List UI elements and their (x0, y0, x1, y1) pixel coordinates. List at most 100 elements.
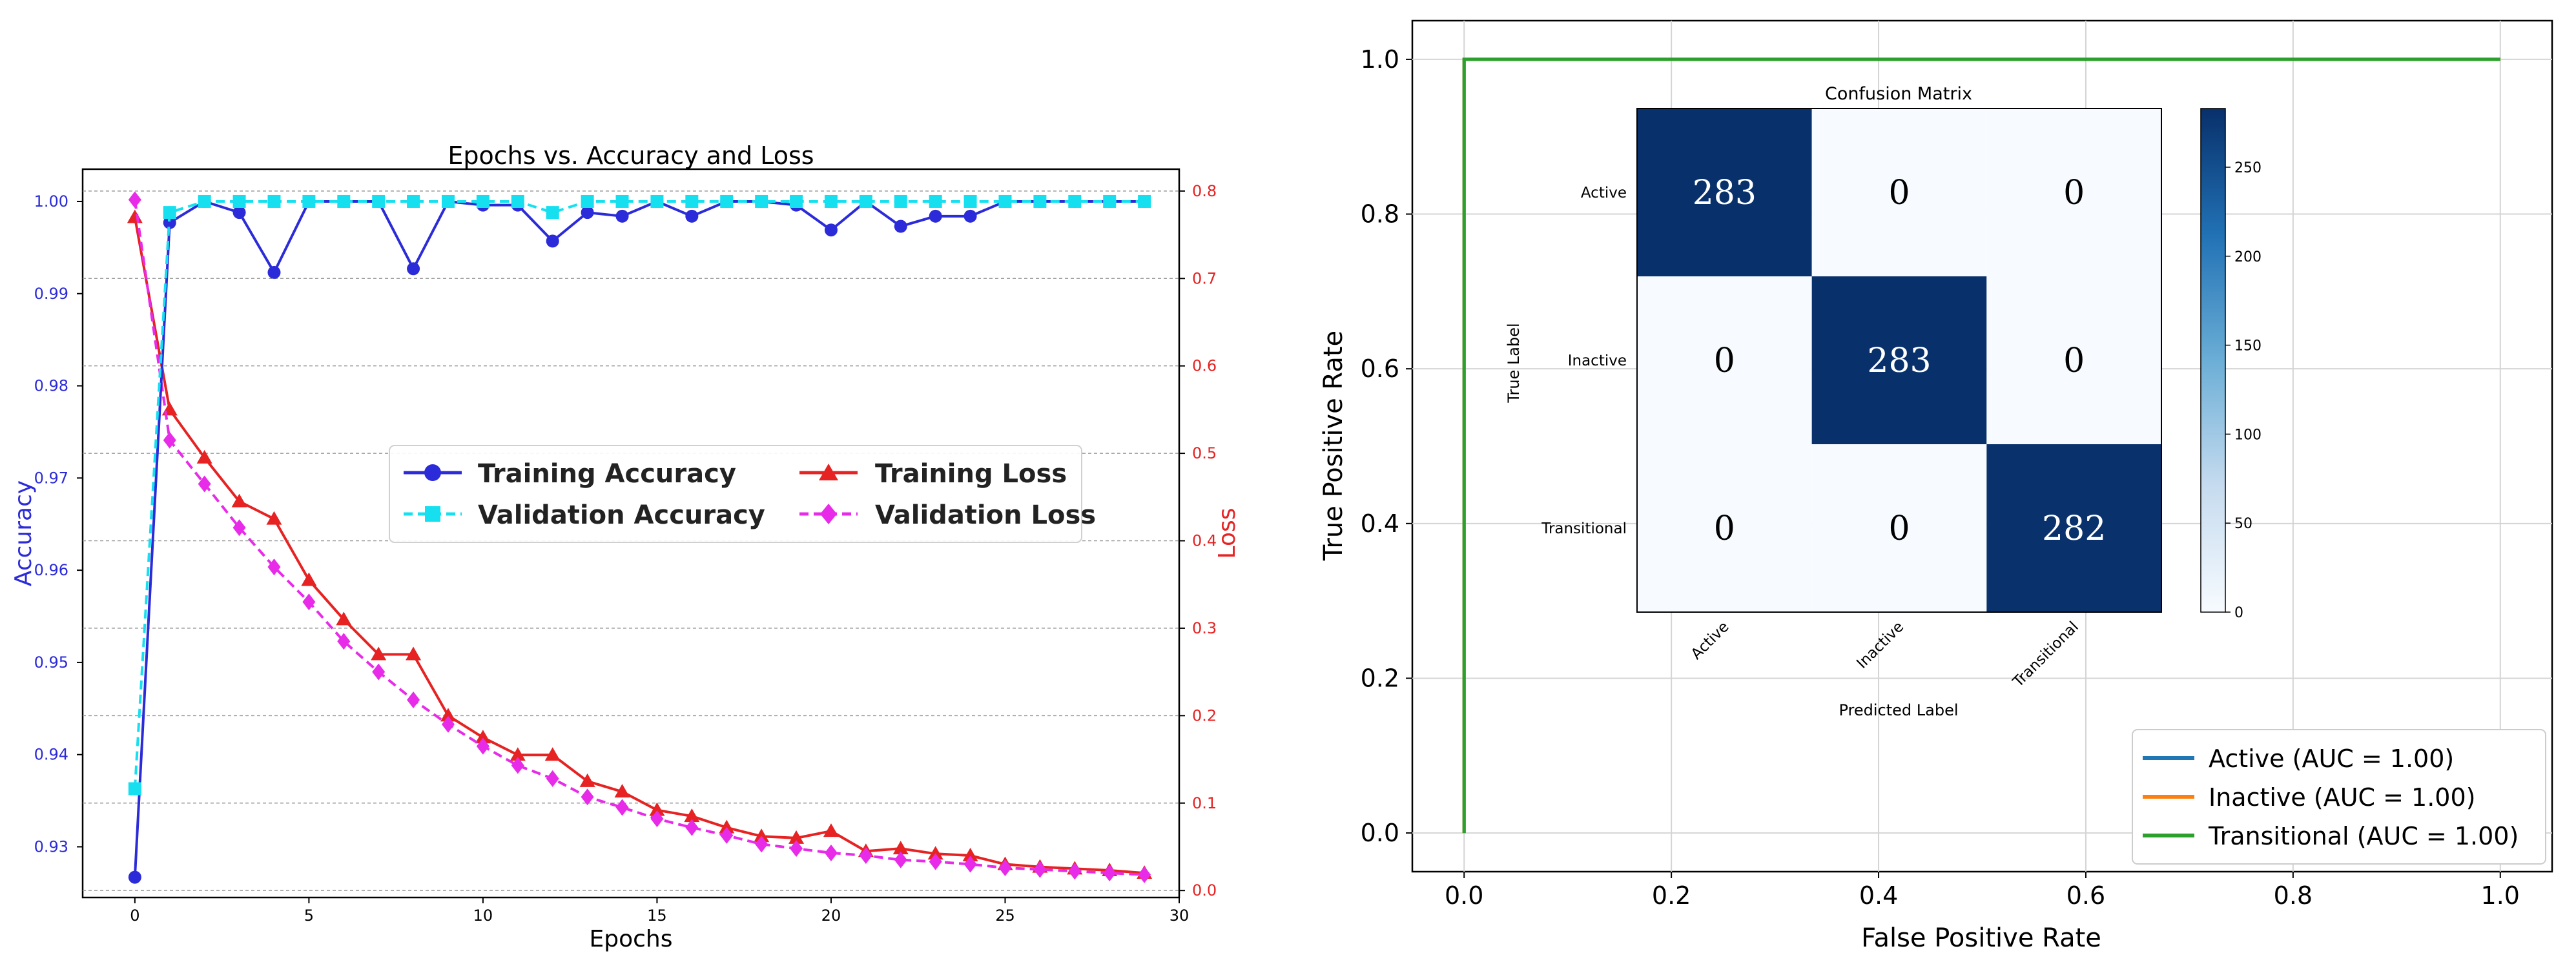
data-point (407, 691, 420, 708)
data-point (337, 194, 351, 208)
data-point (892, 841, 909, 855)
data-point (581, 206, 594, 220)
colorbar-tick-label: 50 (2234, 516, 2252, 532)
data-point (927, 846, 943, 860)
left-legend-box (389, 445, 1082, 543)
row-label: Transitional (1541, 520, 1627, 537)
data-point (754, 828, 770, 843)
data-point (788, 830, 805, 844)
legend-item-inactive: Inactive (AUC = 1.00) (2143, 783, 2475, 812)
legend-label: Inactive (AUC = 1.00) (2209, 783, 2475, 812)
legend-item-transitional: Transitional (AUC = 1.00) (2143, 822, 2519, 850)
y-tick-label: 0.94 (34, 746, 68, 764)
data-point (894, 851, 907, 868)
x-tick-label: 0 (130, 907, 139, 925)
y-tick-label: 0.4 (1361, 509, 1399, 538)
x-tick-label: 0.6 (2066, 881, 2105, 910)
data-point (475, 730, 491, 744)
y-tick-label: 0.6 (1361, 354, 1399, 383)
matrix-cell-value: 0 (1888, 509, 1910, 548)
matrix-cell (1986, 444, 2161, 612)
data-point (128, 782, 141, 795)
data-point (894, 194, 907, 208)
data-point (267, 559, 281, 576)
confusion-matrix-y-label: True Label (1505, 323, 1523, 403)
roc-chart: 0.0 0.2 0.4 0.6 0.8 1.0 0.0 0.2 0.4 0.6 0.8 1.0 Fa… (1319, 19, 2553, 953)
y-tick-label: 0.97 (34, 469, 68, 487)
data-point (407, 194, 420, 208)
y2-tick-label: 0.6 (1192, 357, 1217, 375)
left-x-axis-label: Epochs (590, 926, 673, 952)
y2-tick-label: 0.5 (1192, 444, 1217, 462)
data-point (684, 808, 700, 823)
legend-label: Training Loss (875, 459, 1067, 489)
x-tick-label: 1.0 (2481, 881, 2520, 910)
data-point (824, 844, 838, 861)
y2-tick-label: 0.4 (1192, 532, 1217, 550)
matrix-cell-value: 283 (1867, 342, 1931, 380)
data-point (581, 788, 594, 806)
data-point (685, 209, 699, 223)
data-point (337, 633, 351, 650)
data-point (407, 262, 420, 276)
x-tick-label: 25 (995, 907, 1015, 925)
matrix-cell (1637, 276, 1812, 444)
matrix-cell (1637, 108, 1812, 276)
colorbar-tick-label: 250 (2234, 160, 2262, 176)
data-point (546, 770, 559, 787)
data-point (371, 646, 387, 661)
series-validation-accuracy (128, 194, 1151, 795)
confusion-matrix-x-label: Predicted Label (1839, 701, 1958, 719)
colorbar-tick-label: 0 (2234, 605, 2243, 621)
colorbar-tick-label: 100 (2234, 427, 2262, 443)
confusion-matrix-title: Confusion Matrix (1825, 84, 1972, 104)
matrix-cell-value: 0 (1714, 342, 1735, 380)
data-point (649, 802, 665, 816)
data-point (998, 859, 1012, 876)
data-point (963, 194, 977, 208)
data-point (440, 708, 456, 722)
data-point (302, 593, 316, 611)
data-point (128, 191, 141, 209)
y2-tick-label: 0.7 (1192, 269, 1217, 287)
colorbar (2200, 108, 2226, 613)
data-point (929, 194, 942, 208)
y2-tick-label: 0.1 (1192, 794, 1217, 812)
data-point (442, 194, 455, 208)
data-point (790, 840, 803, 857)
data-point (685, 819, 699, 836)
y-tick-label: 1.00 (34, 192, 68, 210)
accuracy-loss-chart: 0 5 10 15 20 25 30 0.93 0.94 0.95 0.96 0.97 0.98 0.9… (10, 141, 1241, 952)
series-line (133, 217, 1145, 875)
data-point (336, 611, 352, 626)
data-point (372, 663, 386, 681)
data-point (824, 194, 838, 208)
matrix-cell (1986, 108, 2161, 276)
x-tick-label: 0.0 (1445, 881, 1483, 910)
data-point (929, 209, 942, 223)
y-tick-label: 1.0 (1361, 45, 1399, 74)
matrix-cell-value: 282 (2042, 509, 2106, 548)
data-point (859, 194, 872, 208)
matrix-cell (1811, 444, 1987, 612)
legend-item-validation-loss: Validation Loss (799, 500, 1096, 530)
data-point (720, 826, 734, 844)
left-chart-title: Epochs vs. Accuracy and Loss (448, 141, 814, 170)
data-point (823, 823, 839, 837)
y-tick-label: 0.95 (34, 653, 68, 672)
data-point (615, 209, 629, 223)
y-tick-label: 0.93 (34, 837, 68, 856)
data-point (650, 194, 664, 208)
data-point (128, 870, 141, 884)
data-point (1103, 865, 1117, 882)
legend-item-training-accuracy: Training Accuracy (404, 459, 736, 489)
matrix-cell-value: 0 (2063, 342, 2085, 380)
circle-marker-icon (424, 464, 441, 481)
x-tick-label: 5 (304, 907, 314, 925)
roc-legend: Active (AUC = 1.00) Inactive (AUC = 1.00… (2132, 729, 2546, 865)
x-tick-label: 15 (647, 907, 667, 925)
y-tick-label: 0.96 (34, 561, 68, 579)
data-point (1033, 194, 1047, 208)
data-point (232, 206, 246, 220)
